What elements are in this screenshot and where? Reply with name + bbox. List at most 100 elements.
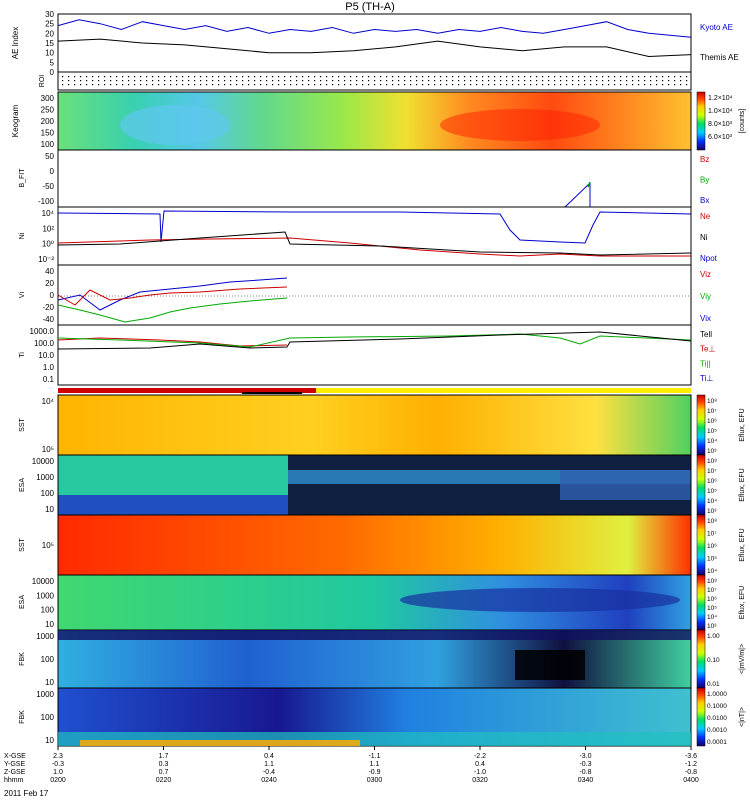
roi-dot	[488, 80, 490, 82]
roi-dot	[74, 76, 76, 78]
roi-dot	[656, 80, 658, 82]
roi-dot	[428, 80, 430, 82]
roi-dot	[188, 84, 190, 86]
roi-dot	[416, 84, 418, 86]
ti-legend: Tell Te⊥ Ti|| Ti⊥	[700, 330, 715, 383]
roi-dot	[80, 84, 82, 86]
roi-dot	[674, 76, 676, 78]
roi-dot	[224, 76, 226, 78]
esa-ion-ytick: 100	[41, 606, 55, 615]
roi-dot	[650, 80, 652, 82]
ti-ytick: 10.0	[38, 351, 54, 360]
roi-dot	[578, 76, 580, 78]
roi-dot	[62, 84, 64, 86]
esa-ion-ytick: 10000	[32, 577, 55, 586]
roi-dot	[98, 84, 100, 86]
esa-electron-yticks: 10000 1000 100 10	[32, 457, 55, 514]
esa-electron-ytick: 10000	[32, 457, 55, 466]
roi-dot	[548, 76, 550, 78]
roi-dot	[140, 84, 142, 86]
roi-dot	[560, 80, 562, 82]
roi-dot	[200, 76, 202, 78]
roi-dot	[584, 76, 586, 78]
roi-dot	[80, 80, 82, 82]
roi-dot	[686, 80, 688, 82]
panel-fbk-scf: FBK 1000 100 10	[19, 687, 692, 747]
panel-fbk-efp: FBK 1000 100 10	[19, 629, 692, 689]
esa-ion-ytick: 1000	[36, 591, 54, 600]
roi-dot	[644, 76, 646, 78]
ae-ytick: 15	[45, 39, 54, 48]
fbk-efp-ylabel: FBK	[19, 652, 26, 666]
roi-dot	[632, 84, 634, 86]
bfit-ytick: -100	[38, 197, 55, 206]
roi-dot	[308, 80, 310, 82]
roi-dot	[410, 76, 412, 78]
sst-ion-ylabel: SST	[19, 417, 26, 431]
roi-dot	[326, 76, 328, 78]
roi-dot	[224, 84, 226, 86]
roi-dot	[158, 84, 160, 86]
roi-dot	[386, 84, 388, 86]
roi-dot	[434, 84, 436, 86]
roi-dot	[278, 80, 280, 82]
roi-ylabel: ROI	[39, 75, 46, 88]
roi-dot	[644, 80, 646, 82]
roi-dot	[290, 76, 292, 78]
roi-dot	[254, 76, 256, 78]
roi-dot	[542, 84, 544, 86]
x-tick-label: -1.1	[368, 753, 380, 760]
roi-dot	[422, 84, 424, 86]
x-row-label: X-GSE	[4, 753, 26, 760]
roi-dot	[356, 80, 358, 82]
roi-dot	[554, 84, 556, 86]
roi-dot	[62, 80, 64, 82]
colorbar-label: <|mV/m|>	[739, 644, 746, 674]
colorbar-tick: 10⁷	[707, 408, 717, 415]
mode-bar-red	[58, 388, 316, 393]
roi-dot	[530, 80, 532, 82]
colorbar-tick: 10⁵	[707, 428, 717, 435]
keogram-yticks: 300 250 200 150 100	[41, 94, 55, 149]
roi-dot	[488, 76, 490, 78]
ni-yticks: 10⁴ 10² 10⁰ 10⁻²	[38, 209, 54, 264]
x-axis-annotations: X-GSEY-GSEZ-GSEhhmm2.3-0.31.002001.70.30…	[4, 746, 699, 784]
roi-dot	[374, 84, 376, 86]
x-tick-label: 0220	[156, 777, 172, 784]
esa-electron-left-low	[58, 495, 288, 515]
roi-dot	[146, 76, 148, 78]
colorbar-tick: 10³	[707, 623, 717, 630]
roi-dot	[440, 84, 442, 86]
roi-dot	[128, 80, 130, 82]
roi-dot	[344, 76, 346, 78]
roi-dot	[554, 80, 556, 82]
roi-dot	[596, 76, 598, 78]
ni-legend: Ne Ni Npot	[700, 212, 718, 263]
roi-dot	[452, 80, 454, 82]
bfit-legend-item: By	[700, 176, 709, 185]
roi-dot	[686, 76, 688, 78]
fbk-efp-dark-top	[58, 630, 691, 640]
x-tick-label: 2.3	[53, 753, 63, 760]
roi-dot	[668, 76, 670, 78]
roi-dot	[656, 76, 658, 78]
roi-dot	[254, 80, 256, 82]
colorbar-tick: 10⁷	[707, 531, 717, 538]
sst-ion-image	[57, 394, 692, 456]
roi-dot	[338, 80, 340, 82]
roi-dot	[272, 80, 274, 82]
roi-dot	[524, 80, 526, 82]
roi-dot	[626, 84, 628, 86]
roi-dot	[164, 80, 166, 82]
colorbar-tick: 0.0100	[707, 715, 727, 722]
roi-dot	[200, 84, 202, 86]
panel-bfit: B_FIT 50 0 -50 -100 Bz By Bx	[19, 149, 709, 213]
roi-dot	[116, 76, 118, 78]
roi-dot	[98, 80, 100, 82]
x-tick-label: 0300	[367, 777, 383, 784]
roi-dot	[608, 76, 610, 78]
roi-dot	[560, 76, 562, 78]
date-label: 2011 Feb 17	[4, 789, 49, 798]
roi-dot	[386, 76, 388, 78]
roi-dot	[602, 76, 604, 78]
